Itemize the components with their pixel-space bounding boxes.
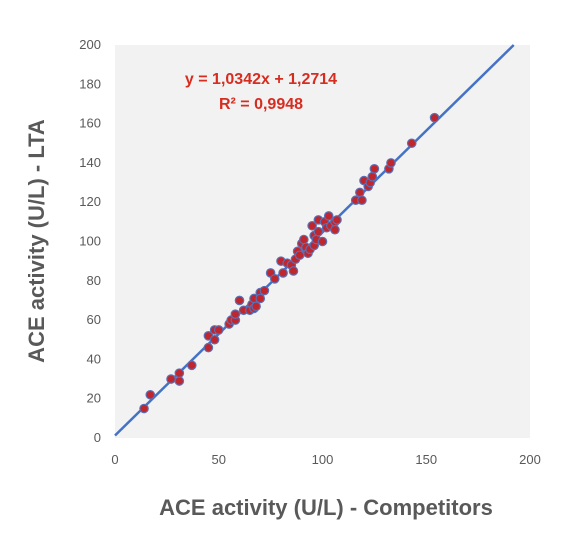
data-point <box>299 234 309 245</box>
y-tick-label: 200 <box>79 37 101 52</box>
x-axis-title: ACE activity (U/L) - Competitors <box>159 495 493 520</box>
x-tick-label: 50 <box>212 452 226 467</box>
y-tick-label: 180 <box>79 76 101 91</box>
data-point <box>294 250 305 261</box>
data-point <box>234 295 245 306</box>
data-point <box>367 171 378 182</box>
data-point <box>209 334 220 345</box>
data-point <box>213 325 224 335</box>
x-tick-label: 100 <box>312 452 334 467</box>
y-tick-label: 160 <box>79 116 101 131</box>
data-point <box>317 236 328 247</box>
data-point <box>288 266 299 276</box>
data-point <box>323 211 334 221</box>
data-point <box>166 374 176 384</box>
data-point <box>259 285 270 296</box>
y-tick-label: 20 <box>87 391 101 406</box>
data-point <box>145 389 156 400</box>
y-tick-label: 100 <box>79 234 101 249</box>
data-point <box>307 220 317 231</box>
data-point <box>251 301 261 312</box>
x-tick-label: 0 <box>111 452 118 467</box>
y-tick-label: 140 <box>79 155 101 170</box>
data-point <box>269 274 280 284</box>
r-squared-label: R² = 0,9948 <box>219 96 303 113</box>
x-tick-labels: 0 50 100 150 200 <box>111 452 540 467</box>
data-point <box>174 376 185 386</box>
y-tick-label: 80 <box>87 273 101 288</box>
y-tick-label: 60 <box>87 312 101 327</box>
data-point <box>186 360 197 371</box>
data-point <box>139 403 149 414</box>
data-points <box>139 112 440 414</box>
data-point <box>174 368 185 378</box>
data-point <box>369 163 380 174</box>
data-point <box>278 268 288 278</box>
data-point <box>386 158 396 168</box>
data-point <box>313 226 324 237</box>
y-tick-labels: 0 20 40 60 80 100 120 140 160 180 200 <box>79 37 101 445</box>
data-point <box>230 309 241 320</box>
trendline-equation: y = 1,0342x + 1,2714 <box>185 71 337 88</box>
data-point <box>255 293 266 304</box>
x-tick-label: 200 <box>519 452 541 467</box>
data-point <box>355 187 365 198</box>
y-tick-label: 40 <box>87 351 101 366</box>
data-point <box>406 138 417 149</box>
data-point <box>330 224 340 235</box>
data-point <box>332 215 342 225</box>
data-point <box>203 342 214 353</box>
data-point <box>429 112 440 123</box>
y-tick-label: 120 <box>79 194 101 209</box>
y-axis-title: ACE activity (U/L) - LTA <box>24 119 49 363</box>
x-tick-label: 150 <box>415 452 437 467</box>
y-tick-label: 0 <box>94 430 101 445</box>
data-point <box>357 195 367 206</box>
